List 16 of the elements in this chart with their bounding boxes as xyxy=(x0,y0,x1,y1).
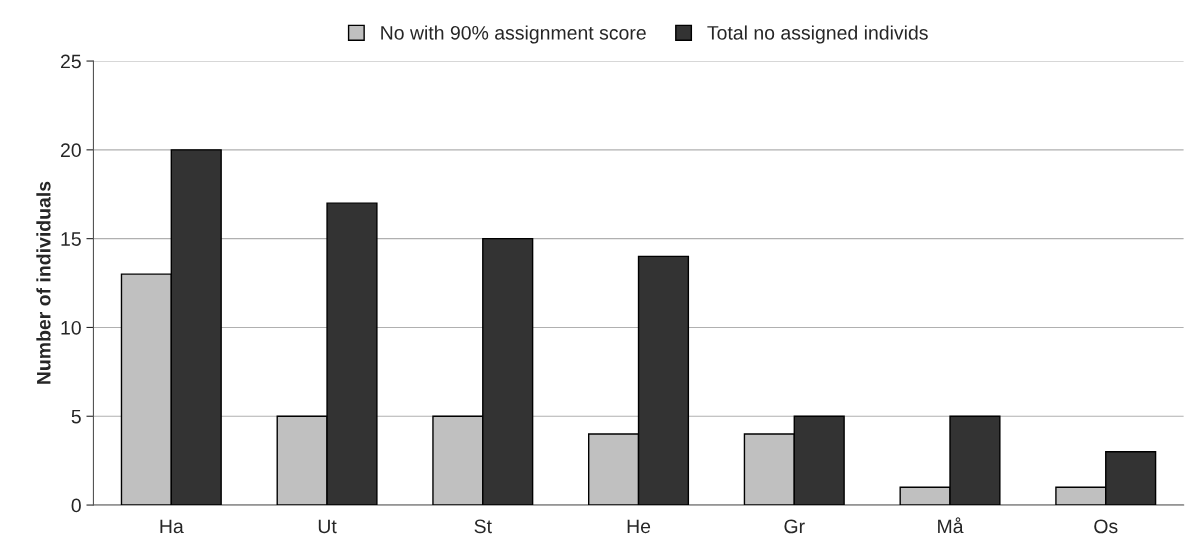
x-tick-label: Os xyxy=(1094,519,1118,534)
x-tick-label: Må xyxy=(938,517,964,534)
legend-label: No with 90% assignment score xyxy=(381,25,646,44)
x-tick-label: Gr xyxy=(784,519,805,534)
x-tick-label: He xyxy=(627,519,651,534)
y-axis-title: Number of individuals xyxy=(36,181,51,384)
y-tick-label: 25 xyxy=(60,54,81,69)
legend-label: Total no assigned individs xyxy=(707,25,928,44)
y-tick-label: 0 xyxy=(71,498,81,513)
y-tick-label: 10 xyxy=(61,320,81,335)
y-tick-label: 5 xyxy=(71,409,81,424)
x-tick-label: Ut xyxy=(318,519,337,534)
x-tick-label: St xyxy=(474,519,492,534)
y-tick-label: 15 xyxy=(61,232,81,246)
y-tick-label: 20 xyxy=(60,143,81,158)
x-tick-label: Ha xyxy=(160,519,184,534)
